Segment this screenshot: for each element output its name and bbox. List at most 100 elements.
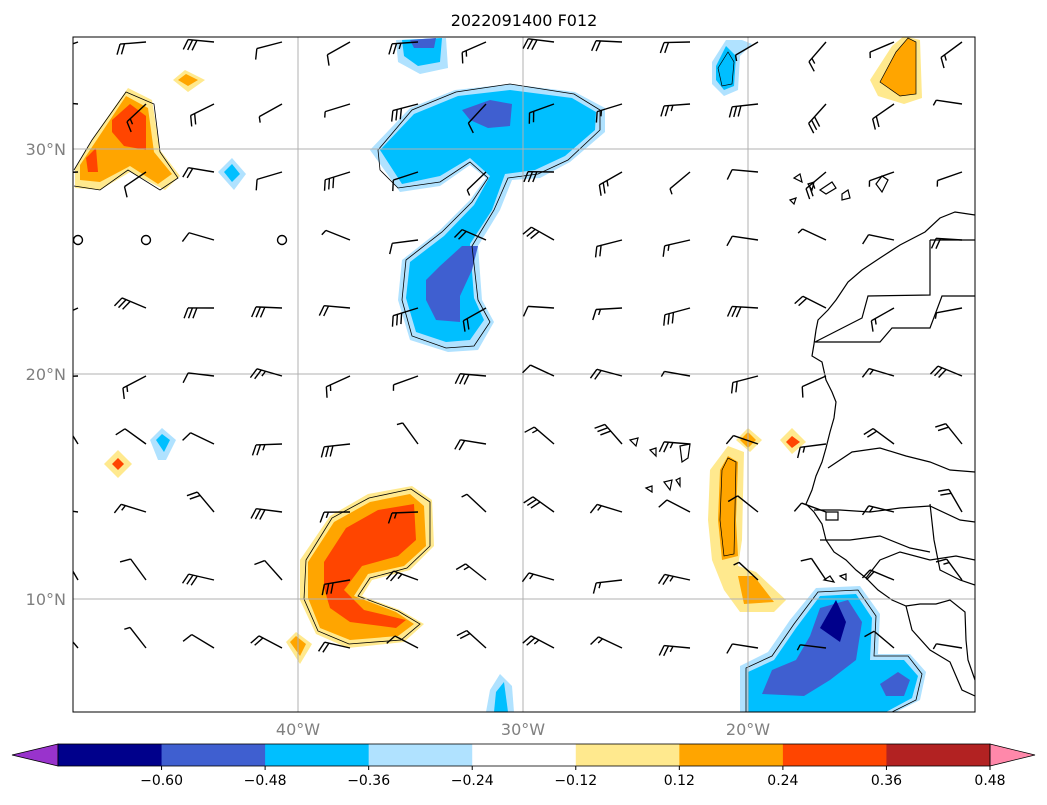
wind-barb [124, 626, 147, 649]
africa-coastline [805, 211, 975, 681]
country-border [865, 551, 975, 579]
island [818, 181, 837, 195]
country-border [827, 447, 975, 473]
wind-barb [182, 38, 215, 51]
colorbar-tick-label: −0.60 [140, 773, 183, 789]
wind-barb [113, 297, 147, 310]
wind-barb [396, 422, 419, 445]
wind-barb [182, 166, 215, 179]
wind-barb [592, 307, 623, 321]
wind-barb [461, 41, 487, 64]
wind-barb [863, 427, 895, 445]
wind-barb [321, 579, 351, 596]
wind-barb [318, 305, 351, 317]
colorbar: −0.60 −0.48 −0.36 −0.24 −0.12 0.12 0.24 0.36 0.4… [11, 743, 1036, 789]
wind-barb [258, 103, 283, 123]
wind-barb [119, 558, 147, 581]
wind-barb [868, 171, 895, 187]
wind-barb [932, 99, 963, 106]
wind-barb [730, 375, 759, 394]
wind-barb [320, 443, 351, 458]
wind-barb [663, 307, 691, 326]
wind-barb [392, 171, 419, 192]
wind-barb [861, 569, 895, 581]
wind-barb [126, 103, 147, 133]
colorbar-tick-label: 0.48 [974, 773, 1005, 789]
wind-barb [389, 239, 419, 255]
lat-axis: 30°N 20°N 10°N [26, 140, 66, 609]
colorbar-tick-label: −0.12 [554, 773, 597, 789]
colorbar-tick-label: 0.12 [664, 773, 695, 789]
wind-barb [594, 423, 623, 445]
wind-barb [317, 641, 351, 653]
wind-barb [669, 171, 691, 195]
colorbar-segment [161, 744, 266, 766]
wind-barb [938, 488, 963, 513]
wind-barb [524, 426, 555, 445]
wind-barb [181, 573, 215, 586]
wind-barb [113, 503, 147, 514]
colorbar-segment [368, 744, 473, 766]
wind-barb [73, 570, 79, 581]
wind-barb [186, 491, 215, 513]
wind-barb [861, 367, 895, 378]
lon-label: 20°W [726, 720, 770, 739]
wind-barb [321, 229, 351, 241]
lat-label: 10°N [26, 590, 66, 609]
wind-barb [726, 643, 759, 654]
map-content [73, 37, 975, 712]
wind-barb [808, 41, 827, 72]
wind-barb [521, 572, 555, 583]
wind-barb [462, 307, 487, 332]
wind-barb [189, 103, 215, 127]
colorbar-extend-low [11, 743, 59, 767]
wind-barb [391, 307, 419, 327]
wind-barb [595, 103, 623, 123]
wind-barb [728, 103, 759, 118]
island [825, 511, 839, 521]
wind-barb [940, 41, 963, 69]
wind-barb [523, 496, 555, 513]
wind-barb [725, 434, 759, 445]
wind-barb [73, 510, 79, 513]
wind-barb [251, 306, 283, 318]
wind-barb [862, 234, 895, 245]
lat-label: 30°N [26, 140, 66, 159]
colorbar-tick-label: −0.24 [451, 773, 494, 789]
wind-barb [182, 432, 215, 445]
positive-anomaly-northwest [73, 88, 180, 191]
island [679, 443, 691, 464]
wind-barb [115, 428, 147, 445]
colorbar-segment [782, 744, 887, 766]
colorbar-tick-label: 0.24 [767, 773, 798, 789]
wind-barb [660, 103, 691, 117]
wind-barb [73, 102, 79, 105]
lat-label: 20°N [26, 365, 66, 384]
country-border [929, 503, 975, 586]
wind-barb [324, 103, 351, 118]
wind-barb [932, 643, 963, 650]
wind-barb [250, 635, 283, 649]
island [628, 437, 639, 448]
gridlines [73, 37, 975, 712]
wind-barb [870, 307, 895, 332]
wind-barb [801, 375, 827, 398]
wind-barb [660, 370, 691, 377]
wind-barb [122, 375, 147, 400]
colorbar-segment [265, 744, 370, 766]
wind-barb [522, 305, 555, 317]
negative-anomaly-southeast [740, 586, 926, 712]
wind-barb [326, 41, 351, 66]
calm-wind-circle [276, 234, 288, 246]
wind-barb [73, 307, 79, 312]
wind-barb [73, 171, 79, 173]
wind-barb [935, 423, 963, 445]
wind-barb [73, 375, 79, 377]
anomaly-shading [73, 37, 926, 712]
wind-barb [726, 168, 759, 180]
wind-barb [658, 573, 691, 586]
wind-barb [589, 368, 623, 380]
wind-barb [73, 640, 79, 649]
island [841, 189, 851, 201]
wind-barb [453, 229, 487, 241]
